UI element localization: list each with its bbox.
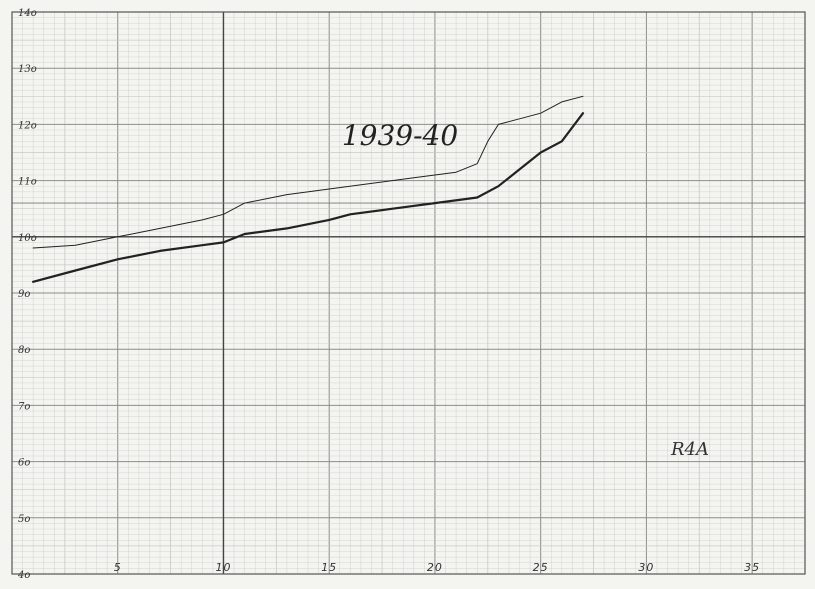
y-tick-label: 7o <box>18 401 30 412</box>
x-tick-label: 15 <box>321 561 337 574</box>
x-tick-label: 5 <box>114 561 122 574</box>
plot-frame <box>11 11 806 575</box>
y-tick-label: 4o <box>17 570 30 581</box>
y-tick-label: 14o <box>18 8 37 19</box>
y-tick-label: 13o <box>18 64 37 75</box>
chart-annotation: R4A <box>670 439 709 460</box>
series-line-thin <box>32 95 584 249</box>
axes <box>11 11 806 575</box>
grid <box>11 11 806 575</box>
tick-labels: 4o 5o 6o 7o 8o 9o 10o 11o 12o 13o 14o 5 10 15 20 25 30 35 <box>17 8 760 581</box>
y-tick-label: 12o <box>18 120 37 131</box>
series-line-thick <box>31 112 585 283</box>
x-tick-label: 35 <box>744 561 760 574</box>
x-tick-label: 20 <box>427 561 443 574</box>
y-tick-label: 8o <box>18 345 30 356</box>
y-tick-label: 5o <box>18 514 30 525</box>
series-group <box>31 95 585 283</box>
y-tick-label: 9o <box>18 289 30 300</box>
x-tick-label: 30 <box>638 561 654 574</box>
y-tick-label: 10o <box>18 233 37 244</box>
x-tick-label: 10 <box>215 561 231 574</box>
x-tick-label: 25 <box>533 561 549 574</box>
chart-title: 1939-40 <box>342 119 458 152</box>
y-tick-label: 6o <box>18 458 30 469</box>
y-tick-label: 11o <box>18 177 37 188</box>
